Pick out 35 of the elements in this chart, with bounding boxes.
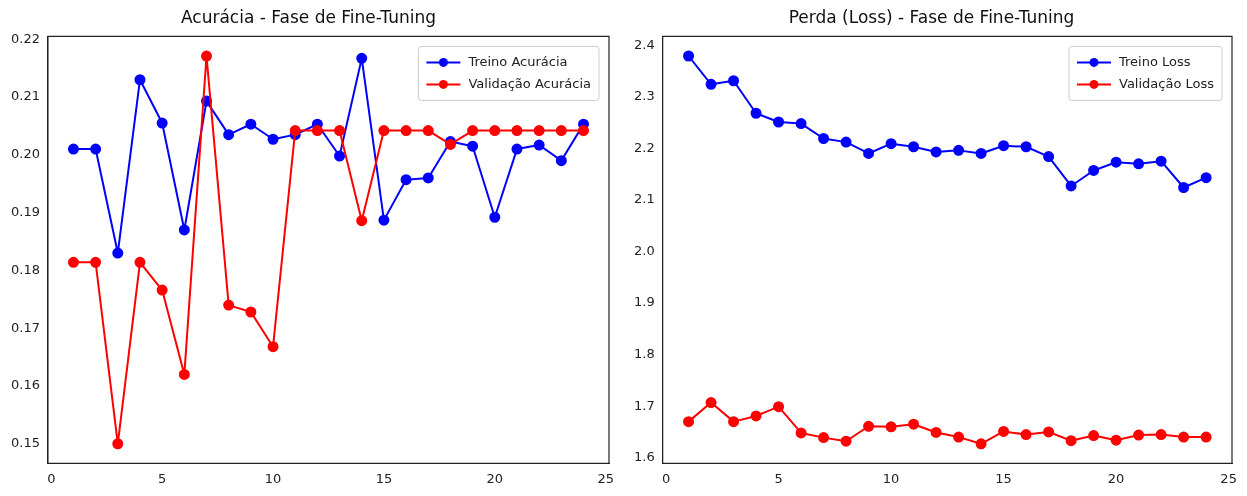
x-tick-label: 25 (597, 470, 614, 486)
y-tick-label: 0.21 (10, 88, 40, 104)
legend-label: Treino Acurácia (467, 53, 568, 69)
y-tick-label: 2.4 (633, 36, 655, 52)
y-tick-label: 2.1 (633, 191, 655, 207)
legend-label: Validação Acurácia (468, 75, 592, 91)
y-tick-label: 1.9 (633, 294, 655, 310)
x-tick-label: 0 (661, 470, 671, 486)
legend-label: Treino Loss (1117, 53, 1191, 69)
x-tick-label: 15 (995, 470, 1012, 486)
x-tick-label: 25 (1220, 470, 1237, 486)
y-tick-label: 0.19 (10, 204, 40, 220)
x-tick-label: 10 (882, 470, 900, 486)
y-tick-label: 0.18 (10, 261, 40, 277)
y-tick-label: 2.0 (633, 242, 655, 258)
y-tick-label: 0.17 (10, 319, 40, 335)
y-tick-label: 2.2 (633, 139, 655, 155)
y-tick-label: 0.16 (10, 377, 40, 393)
legend-label: Validação Loss (1118, 75, 1215, 91)
x-tick-label: 10 (264, 470, 282, 486)
x-tick-label: 20 (1107, 470, 1125, 486)
y-tick-label: 1.6 (633, 449, 655, 465)
y-tick-label: 0.22 (10, 30, 40, 46)
x-tick-label: 5 (774, 470, 783, 486)
x-tick-label: 15 (375, 470, 393, 486)
y-tick-label: 1.7 (633, 397, 655, 413)
y-tick-label: 2.3 (633, 88, 655, 104)
y-tick-label: 1.8 (633, 345, 655, 361)
chart-title: Perda (Loss) - Fase de Fine-Tuning (788, 6, 1075, 27)
x-tick-label: 20 (486, 470, 504, 486)
y-tick-label: 0.15 (10, 435, 40, 451)
y-tick-label: 0.20 (10, 146, 40, 162)
chart-title: Acurácia - Fase de Fine-Tuning (180, 6, 437, 27)
x-tick-label: 0 (47, 470, 56, 486)
x-tick-label: 5 (158, 470, 167, 486)
